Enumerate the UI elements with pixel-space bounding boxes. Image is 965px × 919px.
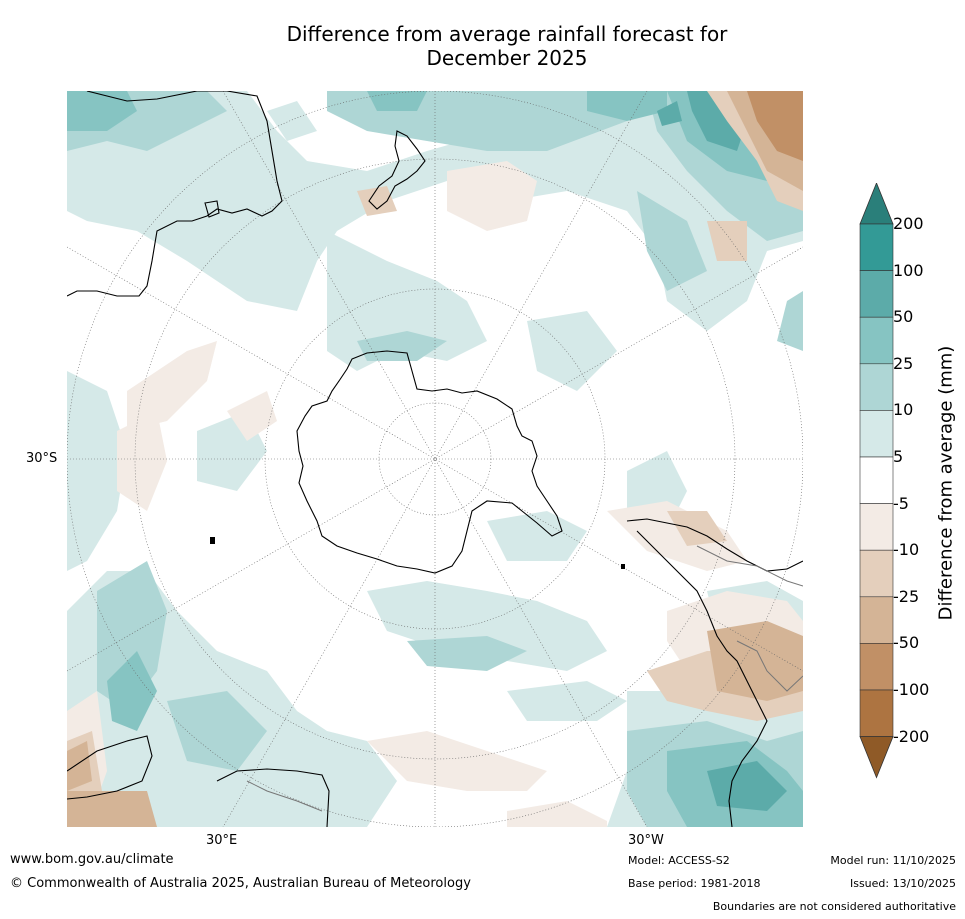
south-america-coastline <box>626 518 803 572</box>
colorbar-label: 200 <box>893 214 924 233</box>
tasmania-coastline <box>204 200 220 218</box>
colorbar-segments <box>859 183 894 779</box>
lon-label-30w: 30°W <box>628 833 664 848</box>
chart-title: Difference from average rainfall forecas… <box>0 22 965 70</box>
rainfall-anomaly-map <box>67 91 803 827</box>
title-line-1: Difference from average rainfall forecas… <box>286 22 728 46</box>
colorbar-label: -10 <box>893 540 920 560</box>
lon-label-30e: 30°E <box>206 833 238 848</box>
footer-disclaimer: Boundaries are not considered authoritat… <box>712 900 956 913</box>
colorbar-segment-c25_50 <box>859 316 894 365</box>
south-america-coastline-2 <box>636 530 768 827</box>
lat-label-30s: 30°S <box>26 451 58 466</box>
colorbar-segment-c10_25 <box>859 363 894 411</box>
south-america-border <box>696 545 803 587</box>
kerguelen-island <box>210 537 215 544</box>
colorbar-segment-m5_10 <box>859 503 894 551</box>
colorbar-segment-m50_100 <box>859 643 894 691</box>
africa-border <box>246 780 323 812</box>
antarctica-coastline <box>296 350 563 574</box>
new-zealand-coastline <box>368 130 426 210</box>
colorbar-segment-c100_200 <box>859 223 894 271</box>
footer-website: www.bom.gov.au/climate <box>10 852 174 867</box>
colorbar-segment-below-minus-200 <box>859 736 894 779</box>
colorbar-segment-m25_50 <box>859 596 894 644</box>
anomaly-neg25-neg50-regions <box>67 91 803 827</box>
colorbar-label: -100 <box>893 680 930 699</box>
footer-base-period: Base period: 1981-2018 <box>628 877 761 890</box>
colorbar-label: 25 <box>893 353 914 373</box>
footer-copyright: © Commonwealth of Australia 2025, Austra… <box>10 876 471 891</box>
colorbar-segment-c5_10 <box>859 410 894 458</box>
south-america-border-2 <box>736 640 803 692</box>
colorbar-label: 50 <box>893 307 914 327</box>
colorbar-segment-m100_200 <box>859 689 894 737</box>
colorbar-segment-c50_100 <box>859 270 894 318</box>
madagascar-coastline <box>216 768 330 827</box>
australia-coastline <box>67 91 283 297</box>
south-georgia-island <box>621 564 625 569</box>
colorbar-segment-above-200 <box>859 183 894 225</box>
colorbar-label: -25 <box>893 586 920 606</box>
colorbar-label: -5 <box>893 493 909 513</box>
footer-model: Model: ACCESS-S2 <box>628 854 730 867</box>
graticule <box>67 91 803 827</box>
africa-coastline <box>67 735 153 800</box>
colorbar-title: Difference from average (mm) <box>935 345 957 621</box>
colorbar <box>859 183 894 779</box>
colorbar-label: -200 <box>893 726 930 746</box>
colorbar-label: -50 <box>893 633 920 653</box>
colorbar-label: 100 <box>893 260 924 280</box>
colorbar-label: 5 <box>893 447 904 466</box>
anomaly-neg50-neg100-regions <box>747 91 803 161</box>
title-line-2: December 2025 <box>426 46 588 70</box>
colorbar-segment-m10_25 <box>859 549 894 598</box>
colorbar-segment-neutral <box>859 456 894 504</box>
colorbar-label: 10 <box>893 400 914 420</box>
footer-issued: Issued: 13/10/2025 <box>849 877 956 890</box>
footer-model-run: Model run: 11/10/2025 <box>830 854 956 867</box>
